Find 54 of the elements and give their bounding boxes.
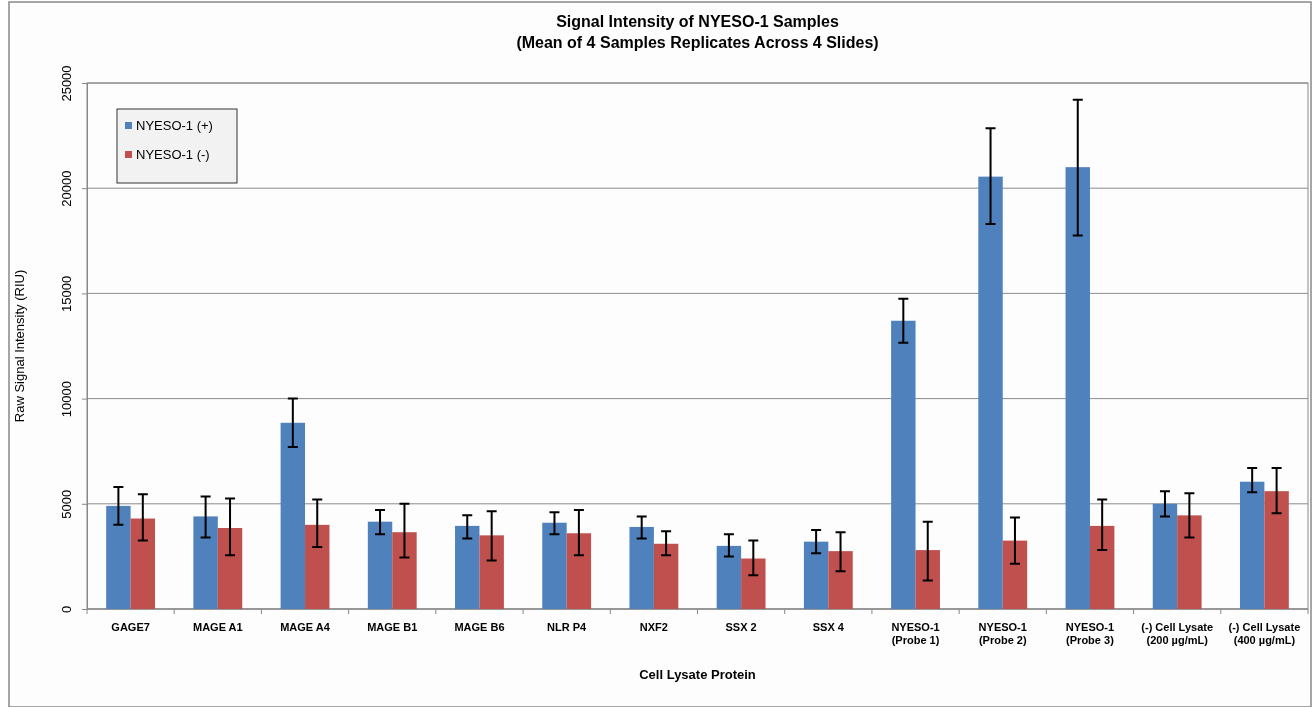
- x-tick-label: NYESO-1 (Probe 1): [891, 621, 940, 646]
- x-tick-label: (-) Cell Lysate (200 µg/mL): [1141, 621, 1214, 646]
- bar: [566, 533, 592, 609]
- x-tick-label: GAGE7: [111, 621, 150, 633]
- x-tick-label: SSX 4: [812, 621, 845, 633]
- x-tick-label: NLR P4: [547, 621, 588, 633]
- bar: [193, 516, 218, 609]
- x-tick-label: SSX 2: [725, 621, 757, 633]
- bar: [1152, 503, 1178, 609]
- bar: [367, 521, 393, 609]
- chart-subtitle: (Mean of 4 Samples Replicates Across 4 Slides): [516, 34, 879, 51]
- y-tick-label: 10000: [59, 381, 74, 418]
- bar: [891, 320, 916, 609]
- bar: [716, 545, 742, 609]
- y-tick-label: 20000: [59, 170, 74, 207]
- bar: [828, 551, 853, 609]
- y-tick-label: 25000: [59, 65, 74, 102]
- y-tick-label: 5000: [59, 489, 74, 519]
- bar: [1239, 481, 1265, 609]
- x-tick-label: MAGE A4: [280, 621, 331, 633]
- x-axis-title: Cell Lysate Protein: [639, 667, 756, 682]
- x-tick-label: MAGE B6: [454, 621, 505, 633]
- bar: [392, 532, 417, 609]
- bar: [1065, 167, 1090, 609]
- y-axis-title: Raw Signal Intensity (RIU): [12, 269, 27, 423]
- x-tick-label: NXF2: [639, 621, 668, 633]
- bar: [803, 541, 829, 609]
- x-tick-label: NYESO-1 (Probe 2): [978, 621, 1027, 646]
- bar: [542, 522, 567, 609]
- bar: [280, 422, 306, 609]
- bar: [915, 550, 940, 609]
- bar: [305, 524, 330, 609]
- bar: [1177, 515, 1202, 609]
- chart-title: Signal Intensity of NYESO-1 Samples: [556, 13, 839, 30]
- bar: [629, 526, 654, 609]
- x-tick-label: MAGE A1: [192, 621, 243, 633]
- x-tick-label: (-) Cell Lysate (400 µg/mL): [1228, 621, 1301, 646]
- bar: [741, 558, 766, 609]
- bar: [479, 535, 504, 609]
- bar: [130, 518, 156, 609]
- bar: [1089, 525, 1115, 609]
- legend-label: NYESO-1 (-): [136, 147, 210, 162]
- bar: [653, 543, 679, 609]
- bar: [1002, 540, 1028, 609]
- bar: [1264, 491, 1289, 609]
- bar: [978, 176, 1003, 609]
- x-tick-label: MAGE B1: [367, 621, 418, 633]
- bar: [455, 525, 480, 609]
- bar: [106, 505, 131, 609]
- legend-label: NYESO-1 (+): [136, 118, 213, 133]
- y-tick-label: 15000: [59, 275, 74, 312]
- x-tick-label: NYESO-1 (Probe 3): [1065, 621, 1115, 646]
- y-tick-label: 0: [59, 605, 74, 614]
- bar: [217, 528, 243, 609]
